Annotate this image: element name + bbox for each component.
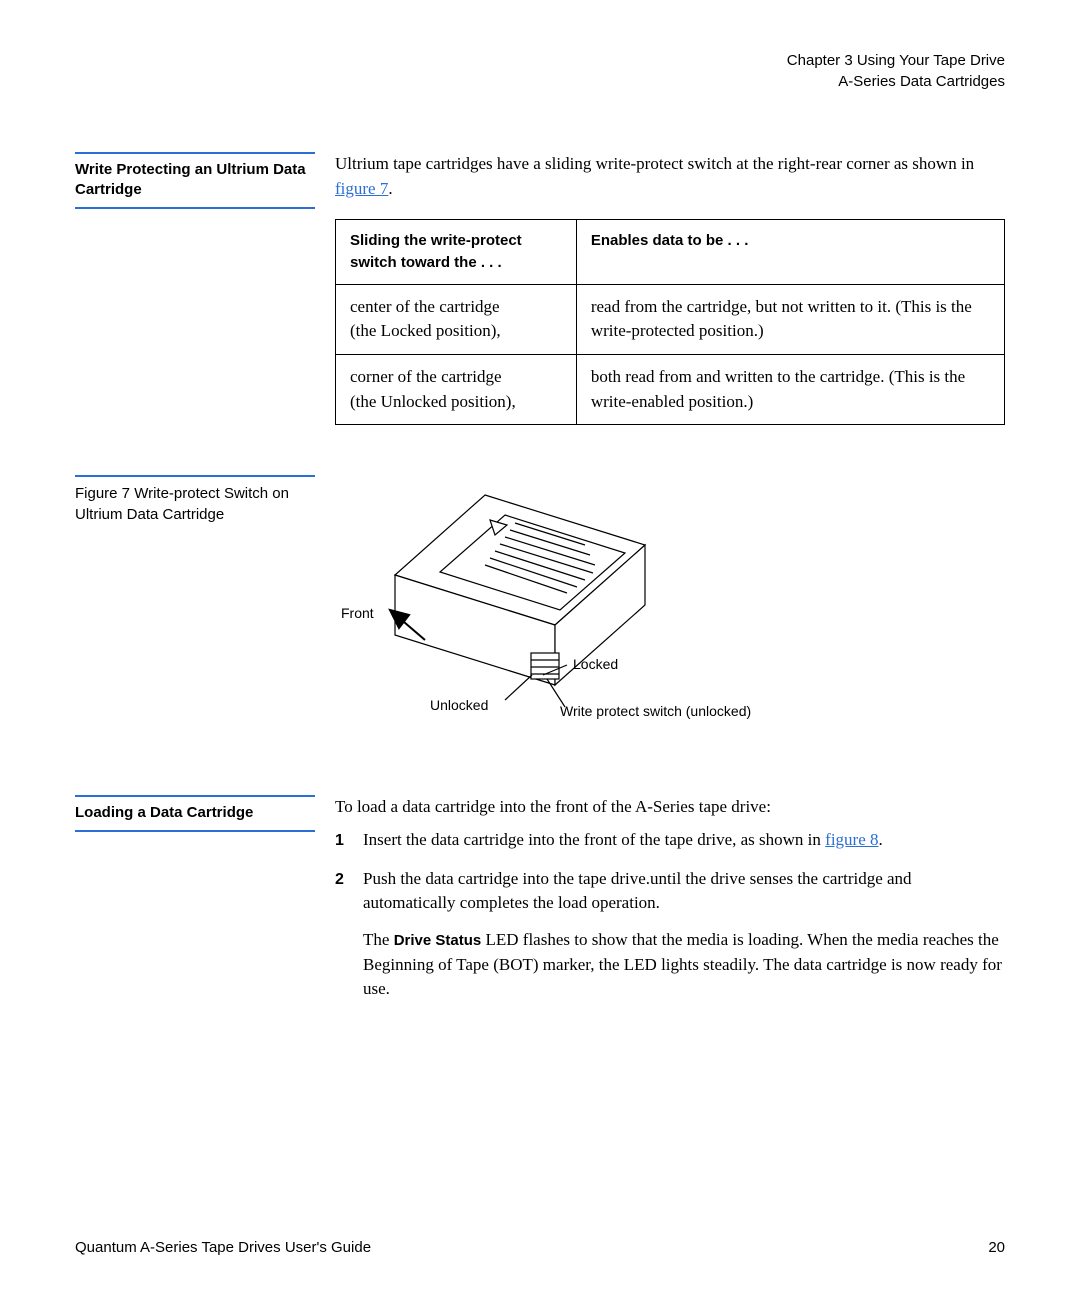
step2-paragraph: The Drive Status LED flashes to show tha… — [363, 928, 1005, 1002]
label-locked: Locked — [573, 656, 618, 672]
page: Chapter 3 Using Your Tape Drive A-Series… — [0, 0, 1080, 1296]
step1-text-after: . — [879, 830, 883, 849]
side-label: Loading a Data Cartridge — [75, 795, 335, 1015]
section-content: To load a data cartridge into the front … — [335, 795, 1005, 1015]
table-cell: corner of the cartridge (the Unlocked po… — [336, 355, 577, 425]
label-wps: Write protect switch (unlocked) — [560, 703, 751, 719]
header-section: A-Series Data Cartridges — [75, 71, 1005, 92]
table-cell: read from the cartridge, but not written… — [576, 284, 1004, 354]
side-label: Write Protecting an Ultrium Data Cartrid… — [75, 152, 335, 425]
table-row: center of the cartridge (the Locked posi… — [336, 284, 1005, 354]
label-unlocked: Unlocked — [430, 697, 488, 713]
figure-8-link[interactable]: figure 8 — [825, 830, 878, 849]
section-title: Loading a Data Cartridge — [75, 795, 315, 831]
section-content: Ultrium tape cartridges have a sliding w… — [335, 152, 1005, 425]
intro-text-before: Ultrium tape cartridges have a sliding w… — [335, 154, 974, 173]
page-footer: Quantum A-Series Tape Drives User's Guid… — [75, 1239, 1005, 1256]
step-1: Insert the data cartridge into the front… — [335, 828, 1005, 853]
label-front: Front — [341, 605, 374, 621]
table-row: corner of the cartridge (the Unlocked po… — [336, 355, 1005, 425]
page-number: 20 — [988, 1239, 1005, 1256]
figure-image-area: Front Locked Unlocked Write protect swit… — [335, 475, 1005, 735]
table-cell: both read from and written to the cartri… — [576, 355, 1004, 425]
step1-text-before: Insert the data cartridge into the front… — [363, 830, 825, 849]
cartridge-illustration — [335, 475, 755, 735]
page-header: Chapter 3 Using Your Tape Drive A-Series… — [75, 50, 1005, 92]
section-write-protecting: Write Protecting an Ultrium Data Cartrid… — [75, 152, 1005, 425]
footer-title: Quantum A-Series Tape Drives User's Guid… — [75, 1239, 371, 1256]
figure-7-link[interactable]: figure 7 — [335, 179, 388, 198]
table-header-col2: Enables data to be . . . — [576, 220, 1004, 285]
intro-paragraph: Ultrium tape cartridges have a sliding w… — [335, 152, 1005, 201]
section-loading: Loading a Data Cartridge To load a data … — [75, 795, 1005, 1015]
figure-caption-wrap: Figure 7 Write-protect Switch on Ultrium… — [75, 475, 335, 735]
table-header-row: Sliding the write-protect switch toward … — [336, 220, 1005, 285]
section-title: Write Protecting an Ultrium Data Cartrid… — [75, 152, 315, 209]
header-chapter: Chapter 3 Using Your Tape Drive — [75, 50, 1005, 71]
write-protect-table: Sliding the write-protect switch toward … — [335, 219, 1005, 425]
intro-text-after: . — [388, 179, 392, 198]
table-cell: center of the cartridge (the Locked posi… — [336, 284, 577, 354]
steps-list: Insert the data cartridge into the front… — [335, 828, 1005, 1002]
loading-intro: To load a data cartridge into the front … — [335, 795, 1005, 820]
table-header-col1: Sliding the write-protect switch toward … — [336, 220, 577, 285]
step-2: Push the data cartridge into the tape dr… — [335, 867, 1005, 1002]
figure-7: Figure 7 Write-protect Switch on Ultrium… — [75, 475, 1005, 735]
drive-status-bold: Drive Status — [394, 932, 482, 949]
step2-para-before: The — [363, 930, 394, 949]
step2-text: Push the data cartridge into the tape dr… — [363, 869, 912, 913]
figure-caption: Figure 7 Write-protect Switch on Ultrium… — [75, 475, 315, 525]
